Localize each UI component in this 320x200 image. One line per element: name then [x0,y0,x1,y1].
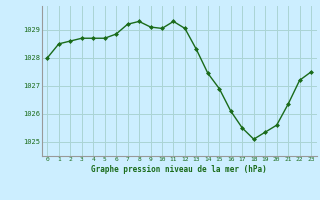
X-axis label: Graphe pression niveau de la mer (hPa): Graphe pression niveau de la mer (hPa) [91,165,267,174]
